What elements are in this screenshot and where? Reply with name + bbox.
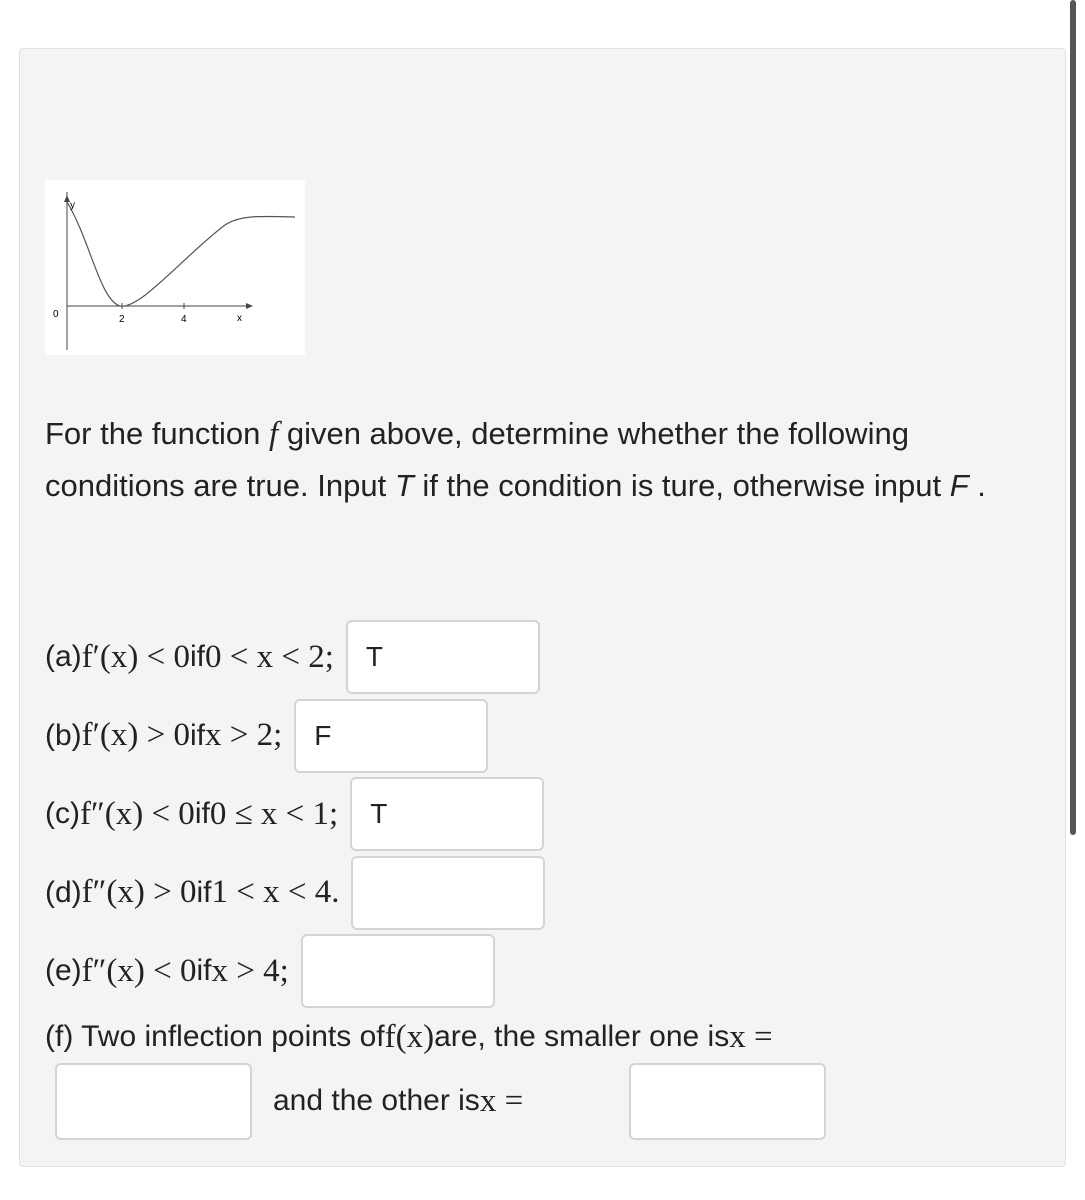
answer-input[interactable]: T — [345, 620, 540, 694]
x-label: x — [237, 313, 242, 324]
text: if — [189, 640, 205, 673]
item: (e) f″(x) < 0 if x > 4; — [45, 932, 495, 1010]
instructions: For the function f given above, determin… — [45, 408, 1035, 512]
answer-input[interactable]: F — [294, 698, 489, 773]
x-tick-label: 4 — [181, 314, 187, 325]
function-graph: y 0 2 4 x — [45, 180, 305, 355]
math: x > 4; — [211, 952, 289, 989]
math: 0 ≤ x < 1; — [209, 795, 339, 832]
math: f′(x) < 0 — [81, 638, 190, 675]
text: if — [196, 954, 212, 987]
x-tick-label: 2 — [119, 314, 125, 325]
label: (b) — [45, 718, 82, 752]
math: x = — [479, 1082, 524, 1119]
math: f″(x) < 0 — [81, 952, 197, 989]
math: x = — [729, 1018, 773, 1055]
answer-input[interactable] — [55, 1063, 252, 1140]
math: f — [269, 416, 279, 452]
item: (a) f′(x) < 0 if 0 < x < 2; T — [45, 618, 540, 696]
text: T — [394, 468, 414, 503]
text: F — [949, 468, 969, 503]
text: are, the smaller one is — [434, 1020, 730, 1053]
math: f″(x) > 0 — [81, 874, 197, 910]
text: if — [196, 875, 212, 909]
text: given above, determine whether the follo… — [45, 416, 909, 503]
answer-input[interactable] — [300, 934, 495, 1008]
curve — [66, 201, 296, 307]
text: if the condition is ture, otherwise inpu… — [422, 468, 942, 503]
math: f(x) — [384, 1018, 435, 1055]
text: if — [189, 718, 205, 752]
item-f: (f) Two inflection points of f(x) are, t… — [45, 998, 773, 1076]
label: (d) — [45, 875, 82, 909]
math: 1 < x < 4. — [211, 874, 340, 910]
label: (c) — [45, 797, 80, 830]
label: (e) — [45, 954, 82, 987]
label: (a) — [45, 640, 82, 673]
item: (c) f″(x) < 0 if 0 ≤ x < 1; T — [45, 775, 545, 853]
answer-input[interactable]: T — [350, 777, 545, 851]
y-label: y — [70, 200, 75, 211]
math: x > 2; — [204, 717, 283, 753]
text: and the other is — [273, 1084, 480, 1117]
text: For the function — [45, 416, 261, 451]
x-arrow — [246, 303, 253, 309]
item-f-2: and the other is x = — [273, 1062, 523, 1140]
scrollbar[interactable] — [1070, 0, 1076, 835]
text: . — [977, 468, 986, 503]
answer-input[interactable] — [351, 855, 546, 930]
text: (f) Two inflection points of — [45, 1020, 385, 1053]
answer-input[interactable] — [629, 1063, 826, 1140]
math: f″(x) < 0 — [79, 795, 195, 832]
math: f′(x) > 0 — [81, 717, 190, 753]
item: (b) f′(x) > 0 if x > 2; F — [45, 697, 489, 775]
math: 0 < x < 2; — [204, 638, 334, 675]
text: if — [194, 797, 210, 830]
item: (d) f″(x) > 0 if 1 < x < 4. — [45, 854, 546, 932]
y-arrow — [64, 195, 70, 202]
origin-label: 0 — [53, 309, 59, 320]
